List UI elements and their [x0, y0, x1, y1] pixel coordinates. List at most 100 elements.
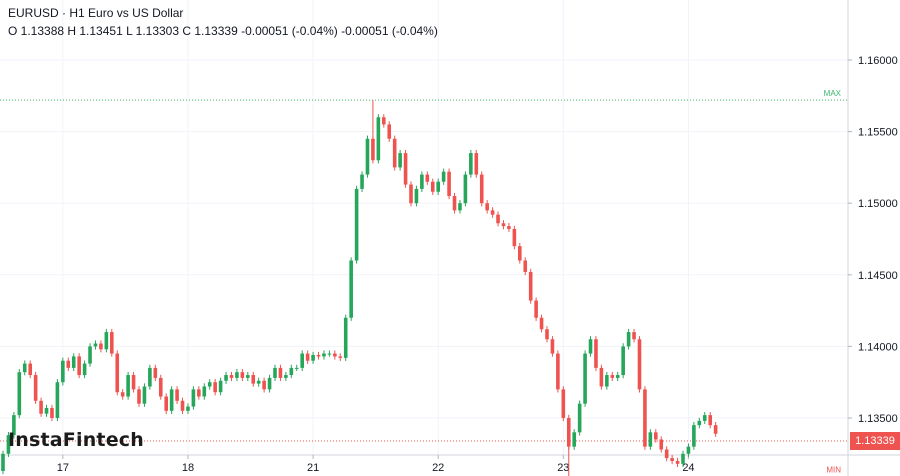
y-tick-label: 1.14500	[858, 270, 898, 282]
candle	[322, 350, 326, 360]
y-tick-label: 1.14000	[858, 341, 898, 353]
candle	[66, 357, 71, 372]
candle-body	[572, 432, 576, 447]
candle-body	[599, 367, 604, 387]
candle	[387, 121, 392, 142]
candle-body	[39, 400, 43, 414]
candle	[507, 222, 511, 233]
candle	[28, 360, 32, 379]
candle	[213, 379, 217, 396]
candle-body	[496, 214, 500, 224]
candle-body	[610, 375, 615, 378]
candle	[577, 400, 582, 436]
candle	[382, 114, 386, 128]
candle	[104, 328, 109, 353]
candle-body	[175, 389, 179, 401]
candle-body	[577, 403, 582, 433]
candle-body	[479, 174, 484, 204]
candle	[501, 220, 506, 230]
candle-body	[289, 367, 294, 376]
candle	[572, 429, 576, 450]
candle-body	[441, 171, 446, 182]
candle-body	[77, 356, 81, 376]
x-tick-label: 17	[57, 462, 69, 474]
candle-body	[218, 380, 223, 393]
candle-body	[702, 415, 707, 421]
last-price-badge: 1.13339	[850, 432, 900, 451]
candle-body	[251, 375, 256, 384]
candle-body	[436, 181, 440, 192]
candle-body	[675, 460, 680, 464]
candle	[284, 371, 288, 382]
candle-body	[365, 138, 370, 175]
candle-body	[469, 153, 473, 175]
candle-body	[452, 196, 457, 211]
candle	[169, 386, 174, 414]
candle	[545, 326, 549, 343]
candle-body	[153, 367, 158, 378]
candle	[22, 360, 27, 376]
candle	[197, 386, 201, 400]
candle-body	[615, 375, 620, 378]
symbol: EURUSD	[8, 6, 59, 20]
candle	[333, 350, 337, 360]
candle-body	[605, 375, 609, 387]
candle-body	[71, 356, 76, 368]
candle-body	[169, 389, 174, 411]
candle	[621, 343, 625, 379]
candle	[131, 371, 136, 393]
candle	[305, 350, 310, 364]
candle-body	[28, 363, 32, 376]
candle	[115, 350, 120, 396]
candle-body	[713, 425, 718, 434]
candle	[360, 171, 364, 193]
candle	[420, 171, 424, 193]
candle	[436, 178, 440, 195]
x-tick-label: 22	[432, 462, 444, 474]
x-tick-label: 18	[182, 462, 194, 474]
candle-body	[180, 400, 185, 411]
candle	[409, 181, 413, 207]
candle-body	[392, 138, 397, 168]
candle	[294, 364, 299, 372]
candle	[110, 328, 114, 357]
candle-body	[99, 343, 103, 350]
candle	[327, 350, 332, 357]
candle-body	[697, 420, 702, 426]
candle	[240, 369, 245, 382]
candle	[17, 369, 22, 419]
candle-body	[191, 389, 196, 407]
candle-body	[545, 329, 549, 340]
candle-body	[692, 425, 696, 447]
candle	[479, 171, 484, 207]
candle	[343, 314, 348, 362]
candle	[61, 357, 65, 386]
candle	[708, 411, 712, 429]
candle	[311, 351, 315, 364]
candle	[180, 397, 185, 414]
candle	[528, 268, 533, 304]
candle-body	[267, 377, 272, 390]
candle	[349, 257, 353, 321]
candle-body	[425, 174, 430, 182]
y-tick-label: 1.15000	[858, 198, 898, 210]
candle-body	[681, 453, 685, 464]
candle	[626, 328, 631, 350]
candle-body	[686, 446, 691, 454]
candle	[207, 379, 212, 390]
candle-body	[349, 260, 353, 318]
candle-body	[82, 363, 87, 376]
candle-body	[213, 382, 217, 393]
candle-body	[197, 389, 201, 397]
candle-body	[463, 174, 468, 204]
candle	[403, 149, 408, 188]
instafintech-logo: InstaFintech	[8, 429, 144, 451]
candle-body	[403, 153, 408, 185]
max-label: MAX	[824, 89, 842, 98]
candle	[251, 371, 256, 387]
candle-body	[594, 339, 598, 368]
candle-body	[305, 353, 310, 361]
candle-body	[414, 188, 419, 204]
candle	[137, 386, 141, 407]
